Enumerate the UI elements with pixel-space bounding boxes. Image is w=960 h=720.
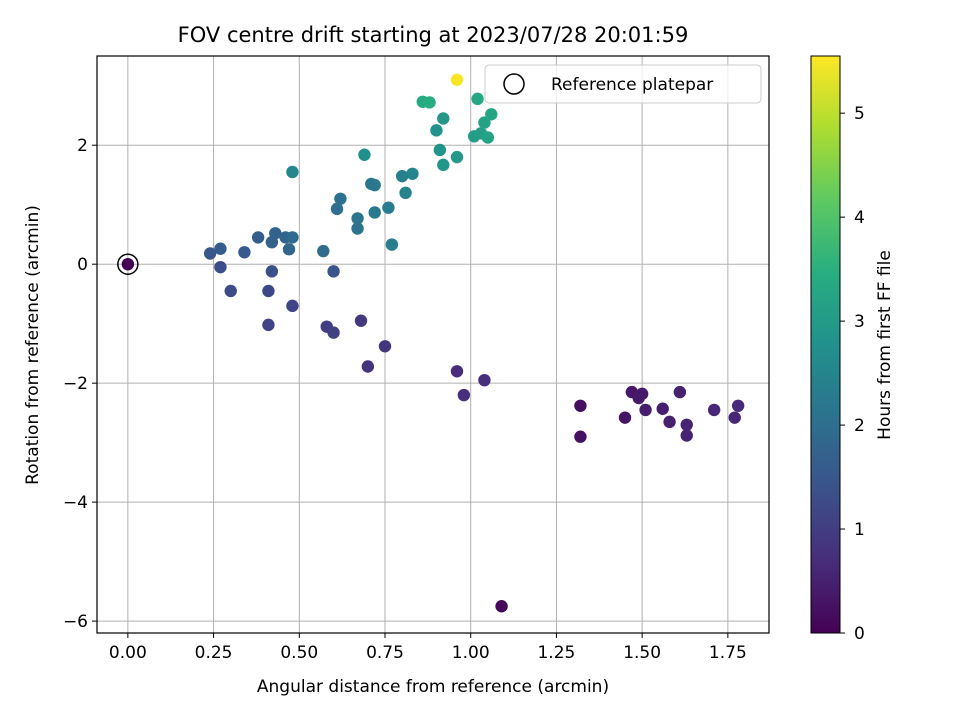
y-axis-label: Rotation from reference (arcmin) [23,205,43,485]
data-point [450,73,464,86]
y-tick-label: −4 [63,493,88,513]
data-point [382,201,395,214]
data-point [478,116,491,129]
x-tick-label: 0.50 [280,643,318,663]
legend-label-reference: Reference platepar [551,75,713,95]
data-point [358,148,371,161]
data-point [327,326,340,339]
data-point [224,284,237,298]
x-tick-label: 0.00 [109,643,147,663]
data-point [656,402,669,415]
colorbar-label: Hours from first FF file [875,250,895,440]
colorbar-tick-label: 1 [854,520,865,540]
x-tick-label: 1.00 [452,643,490,663]
x-tick-label: 0.75 [366,643,404,663]
data-point [286,299,299,313]
data-points [117,73,745,613]
data-point [351,222,364,235]
data-point [368,206,381,219]
data-point [673,385,687,399]
data-point [495,600,508,613]
data-point [574,399,587,412]
colorbar-ticks: 0 1 2 3 4 5 [840,104,865,644]
legend-box [484,64,762,104]
data-point [269,227,282,240]
data-point [680,418,693,432]
colorbar-tick-label: 2 [854,416,865,436]
y-tick-label: 2 [77,136,88,156]
x-tick-label: 1.50 [623,643,661,663]
data-point [238,246,251,259]
data-point [639,403,652,417]
data-point [406,167,419,180]
data-point [361,360,375,373]
data-point [574,430,587,443]
data-point [423,96,436,109]
data-point [437,112,450,125]
data-point [663,415,676,429]
data-point [317,244,330,258]
data-point [481,131,495,144]
data-point [457,388,471,402]
data-point [437,158,450,172]
legend: Reference platepar [484,64,762,104]
x-tick-label: 0.25 [195,643,233,663]
x-tick-label: 1.75 [709,643,747,663]
data-point [334,192,347,205]
axis-ticks: 0.00 0.25 0.50 0.75 1.00 1.25 1.50 1.75 2 0 −2 −4 −6 [63,136,747,663]
reference-marker-ring [117,253,139,275]
y-tick-label: −2 [63,374,88,394]
data-point [327,265,340,278]
data-point [618,411,632,424]
data-point [471,92,484,106]
colorbar-tick-label: 3 [854,312,865,332]
data-point [351,212,364,225]
grid [97,56,769,633]
y-tick-label: 0 [77,255,88,275]
x-axis-label: Angular distance from reference (arcmin) [257,677,609,697]
data-point [214,242,227,255]
data-point [395,169,409,183]
x-tick-label: 1.25 [537,643,575,663]
data-point [478,373,491,387]
data-point [286,231,299,244]
data-point [330,202,344,216]
data-point [265,265,279,278]
plot-border [96,55,770,634]
data-point [378,340,392,353]
colorbar-gradient [810,55,841,634]
data-point [368,178,381,192]
data-point [262,284,275,298]
legend-marker-reference [503,73,525,95]
data-point [399,186,412,200]
data-point [680,429,693,442]
reference-point [121,257,135,271]
data-point [262,318,275,332]
data-point [450,150,464,164]
data-point [203,247,217,260]
colorbar: 0 1 2 3 4 5 Hours from first FF file [810,55,895,644]
data-point [635,387,649,401]
data-point [728,411,741,424]
data-point [430,124,443,137]
data-point [354,314,368,327]
data-point [286,165,299,179]
colorbar-tick-label: 5 [854,104,865,124]
plot-frame [96,55,770,634]
data-point [450,365,464,378]
chart-title: FOV centre drift starting at 2023/07/28 … [178,23,689,47]
data-point [385,238,399,251]
colorbar-tick-label: 0 [854,624,865,644]
y-tick-label: −6 [63,612,88,632]
data-point [251,231,265,244]
data-point [707,403,721,417]
colorbar-tick-label: 4 [854,208,865,228]
data-point [214,260,227,274]
data-point [433,143,447,157]
data-point [282,243,296,256]
data-point [485,108,498,121]
data-point [731,399,745,412]
